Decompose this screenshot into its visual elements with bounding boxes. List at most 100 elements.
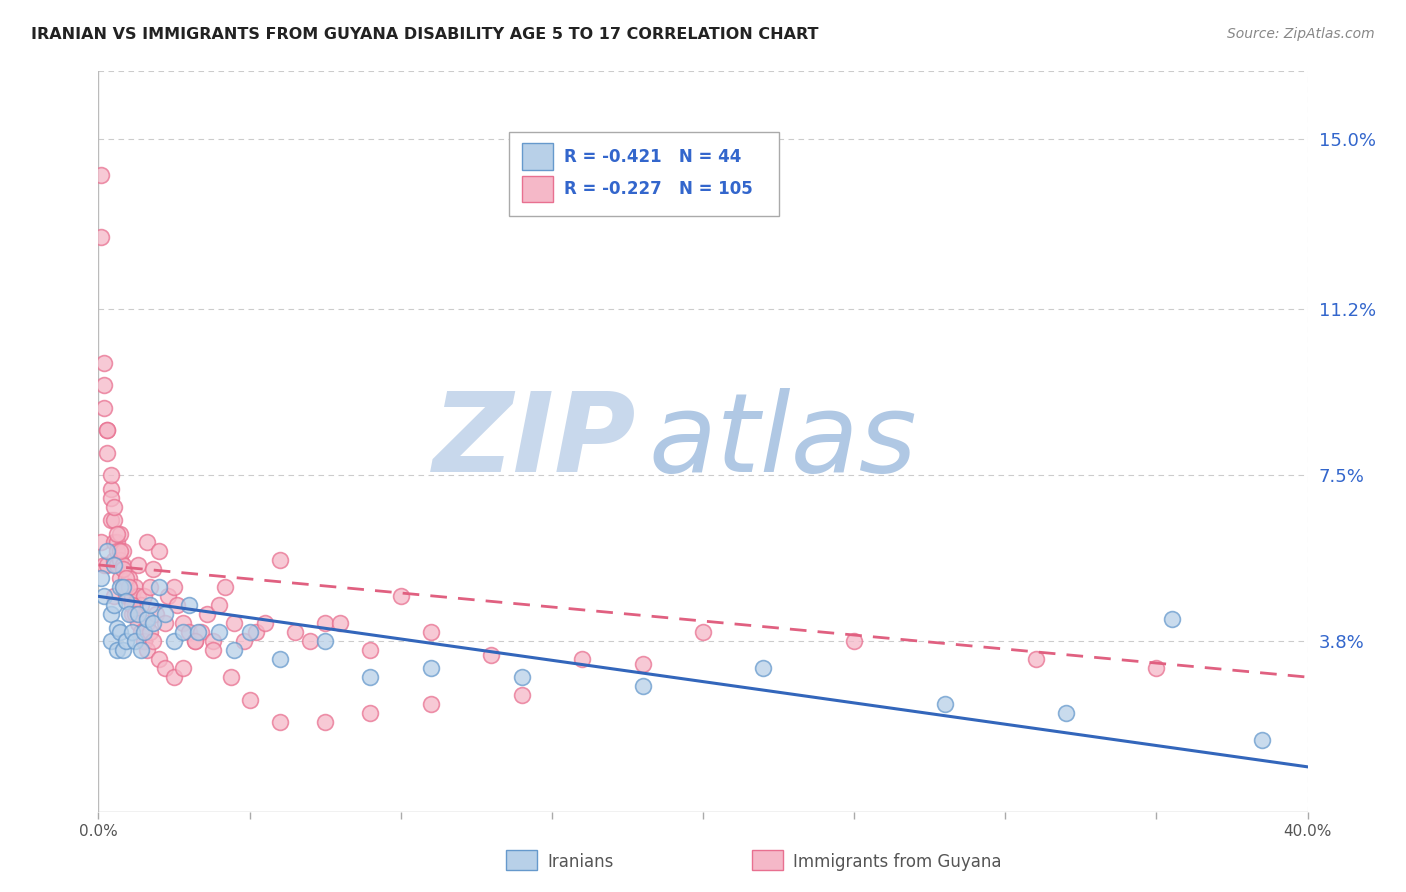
Point: [631, 657, 654, 671]
Point: [571, 652, 593, 666]
Point: [90, 168, 112, 182]
Point: [692, 625, 714, 640]
Point: [114, 590, 136, 604]
Point: [214, 580, 236, 594]
Point: [1251, 733, 1274, 747]
Point: [166, 599, 188, 613]
Point: [124, 607, 146, 622]
Point: [108, 544, 131, 558]
Point: [121, 590, 143, 604]
Point: [314, 616, 336, 631]
Point: [156, 590, 179, 604]
Point: [510, 670, 533, 684]
Point: [752, 661, 775, 675]
Point: [299, 634, 322, 648]
Point: [114, 594, 136, 608]
Point: [239, 692, 262, 706]
Point: [111, 643, 134, 657]
Point: [93, 590, 115, 604]
Point: [90, 571, 112, 585]
Point: [108, 571, 131, 585]
Point: [139, 625, 162, 640]
Point: [118, 590, 141, 604]
Point: [221, 670, 243, 684]
Point: [179, 599, 201, 613]
Point: [114, 634, 136, 648]
Point: [105, 621, 128, 635]
Text: atlas: atlas: [648, 388, 917, 495]
Point: [96, 423, 118, 437]
Point: [111, 558, 134, 572]
Point: [100, 634, 122, 648]
Point: [1054, 706, 1077, 720]
Point: [129, 643, 152, 657]
Text: Source: ZipAtlas.com: Source: ZipAtlas.com: [1227, 27, 1375, 41]
Point: [360, 706, 382, 720]
Point: [510, 688, 533, 702]
Point: [111, 544, 134, 558]
Point: [135, 612, 157, 626]
Point: [145, 607, 167, 622]
Point: [108, 625, 131, 640]
Point: [93, 356, 115, 370]
Point: [103, 590, 125, 604]
Point: [1024, 652, 1046, 666]
Point: [108, 580, 131, 594]
Point: [135, 643, 157, 657]
Point: [142, 634, 165, 648]
Point: [103, 500, 125, 514]
Point: [389, 590, 412, 604]
Point: [139, 580, 162, 594]
Point: [127, 590, 149, 604]
Point: [127, 616, 149, 631]
Point: [269, 714, 291, 729]
Text: R = -0.227   N = 105: R = -0.227 N = 105: [564, 180, 752, 198]
Point: [284, 625, 307, 640]
Point: [245, 625, 267, 640]
Point: [135, 535, 157, 549]
Point: [139, 599, 162, 613]
Point: [114, 571, 136, 585]
Point: [329, 616, 352, 631]
Point: [179, 625, 201, 640]
Point: [105, 535, 128, 549]
Point: [103, 553, 125, 567]
Point: [96, 544, 118, 558]
Point: [148, 652, 170, 666]
Point: [208, 625, 231, 640]
Point: [121, 607, 143, 622]
Point: [844, 634, 866, 648]
Point: [103, 599, 125, 613]
Point: [184, 634, 207, 648]
Point: [132, 634, 155, 648]
Point: [253, 616, 276, 631]
Point: [100, 491, 122, 505]
Point: [1144, 661, 1167, 675]
Point: [208, 599, 231, 613]
Point: [360, 643, 382, 657]
Point: [103, 513, 125, 527]
Point: [1160, 612, 1182, 626]
Point: [103, 535, 125, 549]
Text: R = -0.421   N = 44: R = -0.421 N = 44: [564, 148, 741, 166]
Point: [172, 616, 194, 631]
Point: [132, 590, 155, 604]
Point: [121, 625, 143, 640]
Point: [934, 697, 956, 711]
Point: [239, 625, 262, 640]
Point: [96, 558, 118, 572]
Point: [195, 607, 218, 622]
Point: [420, 625, 443, 640]
Point: [100, 468, 122, 483]
Point: [118, 571, 141, 585]
Point: [163, 634, 186, 648]
Point: [124, 580, 146, 594]
Point: [172, 625, 194, 640]
Point: [420, 661, 443, 675]
Point: [631, 679, 654, 693]
Point: [96, 446, 118, 460]
Point: [127, 607, 149, 622]
Point: [127, 558, 149, 572]
Point: [105, 558, 128, 572]
Point: [111, 580, 134, 594]
